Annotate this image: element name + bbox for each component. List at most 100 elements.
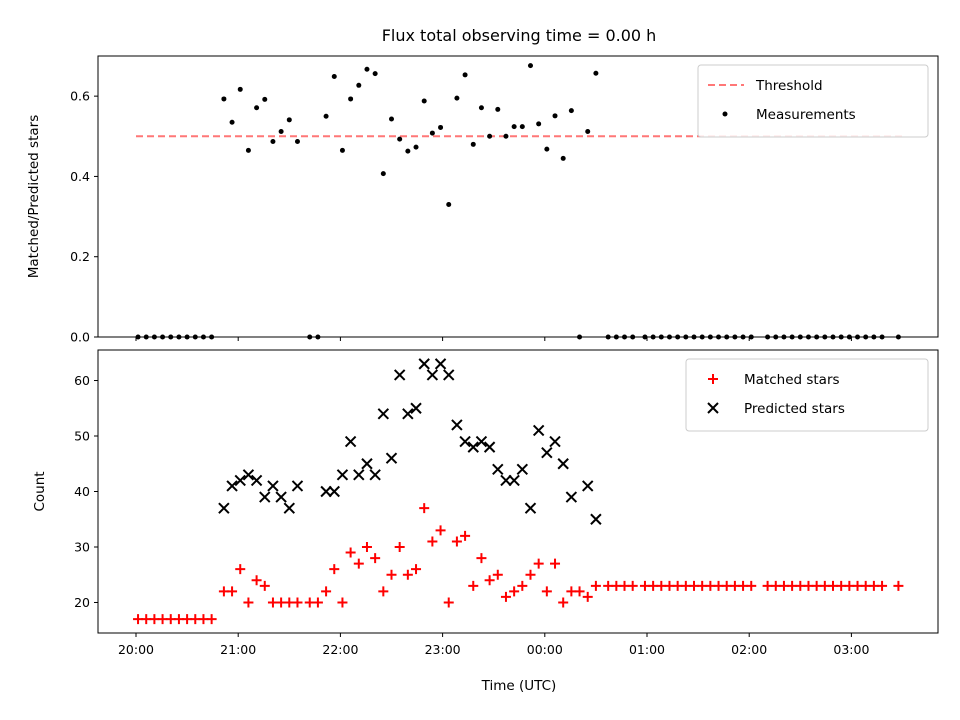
data-point [385, 452, 398, 464]
data-point [291, 480, 304, 492]
data-point [443, 369, 455, 381]
data-point [585, 128, 591, 134]
data-point [549, 435, 561, 448]
data-point [419, 503, 430, 514]
data-point [418, 358, 430, 370]
data-point [565, 491, 578, 503]
axes-frame [97, 349, 939, 634]
x-tick-label: 23:00 [425, 642, 461, 657]
data-point [405, 148, 411, 154]
data-point [283, 502, 296, 514]
legend-swatch [708, 374, 718, 384]
data-point [467, 441, 479, 453]
data-point [270, 139, 276, 145]
legend: Threshold Measurements [697, 64, 929, 138]
y-tick-label: 20 [74, 595, 90, 610]
data-point [206, 614, 217, 625]
y-tick-label: 60 [74, 373, 90, 388]
data-point [590, 513, 602, 525]
data-point [328, 485, 340, 498]
data-point [348, 96, 354, 102]
data-point [380, 171, 386, 177]
data-point [541, 446, 553, 459]
data-point [243, 597, 254, 608]
data-point [495, 106, 501, 112]
data-point [259, 580, 270, 591]
data-point [524, 502, 537, 514]
data-point [234, 474, 246, 487]
data-point [361, 541, 372, 552]
data-point [516, 463, 529, 476]
data-point [446, 202, 452, 208]
data-point [336, 469, 349, 481]
data-point [410, 402, 422, 414]
data-point [329, 564, 340, 575]
data-point [462, 72, 468, 78]
data-point [353, 558, 364, 569]
data-point [229, 119, 235, 125]
data-point [500, 591, 511, 602]
data-point [459, 435, 471, 448]
data-point [393, 369, 406, 381]
data-point [339, 147, 345, 153]
data-point [321, 586, 332, 597]
data-point [361, 458, 373, 470]
data-point [259, 491, 271, 503]
data-point [544, 146, 550, 152]
data-point [478, 105, 484, 111]
data-point [503, 133, 509, 139]
y-tick-label: 0.2 [70, 249, 90, 264]
x-tick-label: 20:00 [118, 642, 154, 657]
data-point [426, 369, 439, 381]
data-point [402, 569, 413, 580]
data-point [558, 597, 569, 608]
data-point [292, 597, 303, 608]
data-point [500, 474, 512, 487]
data-point [394, 541, 405, 552]
legend-label: Threshold [755, 78, 823, 94]
x-tick-label: 02:00 [731, 642, 767, 657]
x-tick-label: 03:00 [833, 642, 869, 657]
data-point [345, 547, 356, 558]
legend: Matched stars Predicted stars [685, 358, 929, 432]
data-point [552, 113, 558, 119]
x-tick-label: 21:00 [220, 642, 256, 657]
legend-swatch [707, 402, 719, 414]
data-point [582, 591, 593, 602]
data-point [227, 586, 238, 597]
data-point [262, 96, 268, 102]
y-tick-label: 40 [74, 484, 90, 499]
y-tick-label: 30 [74, 539, 90, 554]
data-point [893, 580, 904, 591]
data-point [468, 580, 479, 591]
data-point [377, 408, 390, 420]
data-point [286, 117, 292, 123]
bottom-panel: 20 30 40 50 60 20:00 21:00 22:00 23:00 00:00 01:00… [32, 349, 939, 657]
data-point [369, 469, 381, 481]
series-plus [133, 503, 904, 625]
data-point [353, 469, 365, 481]
data-point [331, 73, 337, 79]
data-point [476, 553, 487, 564]
data-point [532, 424, 545, 437]
y-tick-label: 0.4 [70, 169, 90, 184]
data-point [434, 358, 447, 370]
data-point [746, 580, 757, 591]
data-point [475, 435, 488, 448]
data-point [242, 469, 255, 481]
top-panel: 0.0 0.2 0.4 0.6 Matched/Predicted stars Thres… [26, 55, 939, 345]
data-point [275, 491, 287, 503]
y-axis-label: Matched/Predicted stars [26, 115, 42, 278]
data-point [411, 564, 422, 575]
data-point [312, 597, 323, 608]
data-point [470, 141, 476, 147]
data-point [557, 458, 569, 470]
x-tick-label: 22:00 [322, 642, 358, 657]
data-point [519, 124, 525, 130]
data-point [454, 95, 460, 101]
data-point [527, 63, 533, 69]
data-point [267, 480, 279, 492]
data-point [237, 86, 243, 92]
data-point [235, 564, 246, 575]
data-point [438, 124, 444, 130]
